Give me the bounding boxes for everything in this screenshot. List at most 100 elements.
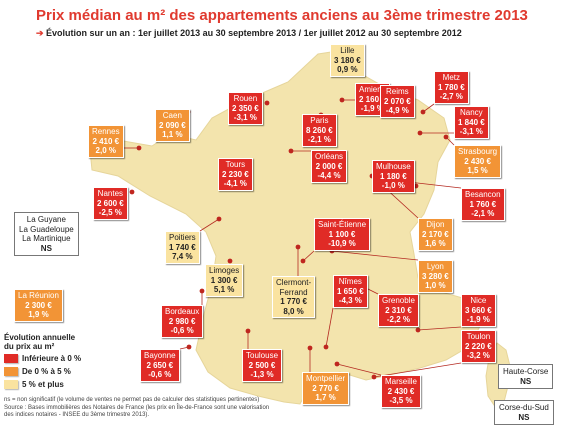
leader-line-metz <box>422 103 435 113</box>
city-change: 1,7 % <box>315 393 336 402</box>
leader-line-marseille <box>336 363 382 376</box>
legend: Évolution annuelle du prix au m² Inférie… <box>4 333 81 390</box>
city-label-reunion: La Réunion 2 300 €1,9 % <box>14 289 63 322</box>
leader-line-strasbourg <box>445 136 455 146</box>
city-label-paris: Paris 8 260 € -2,1 % <box>302 114 337 147</box>
city-label-dijon: Dijon 2 170 €1,6 % <box>418 218 453 251</box>
legend-label-red: Inférieure à 0 % <box>22 354 82 363</box>
city-label-nimes: Nîmes 1 650 € -4,3 % <box>333 275 368 308</box>
city-price: 2 770 € <box>312 383 339 393</box>
city-price: 2 410 € <box>92 136 120 146</box>
legend-item-yellow: 5 % et plus <box>4 379 81 390</box>
city-price: 3 280 € <box>422 271 449 281</box>
leader-line-lyon <box>331 250 419 261</box>
city-name: Nîmes <box>338 277 362 286</box>
city-price: 2 650 € <box>146 360 174 370</box>
city-change: -0,6 % <box>148 370 172 379</box>
city-label-tours: Tours 2 230 € -4,1 % <box>218 158 253 191</box>
city-name: Dijon <box>426 220 445 229</box>
city-change: 1,1 % <box>162 130 183 139</box>
city-price: 2 350 € <box>232 103 259 113</box>
footnote-ns: ns = non significatif (le volume de vent… <box>4 397 260 403</box>
leader-line-saintetienne <box>302 250 315 262</box>
city-price: 2 000 € <box>315 161 343 171</box>
city-name: La Réunion <box>18 291 59 300</box>
city-name: Orléans <box>315 152 344 161</box>
city-name: Grenoble <box>382 296 415 305</box>
city-name: Toulouse <box>246 351 279 360</box>
city-change: -2,5 % <box>98 208 122 217</box>
legend-swatch-yellow <box>4 380 18 389</box>
city-name: Paris <box>310 116 329 125</box>
overseas-line3: La Martinique <box>22 234 71 243</box>
city-label-toulouse: Toulouse 2 500 € -1,3 % <box>242 349 283 382</box>
city-name: Strasbourg <box>458 147 498 156</box>
leader-line-bayonne <box>179 346 190 350</box>
city-change: -3,1 % <box>459 127 483 136</box>
city-name: Rouen <box>233 94 258 103</box>
leader-line-nice <box>417 326 462 331</box>
city-dot-mulhouse <box>413 183 419 189</box>
legend-title-line1: Évolution annuelle <box>4 333 76 342</box>
footnote-source: Source : Bases immobilières des Notaires… <box>4 404 270 419</box>
city-price: 2 300 € <box>25 300 52 310</box>
city-label-nice: Nice 3 660 € -1,9 % <box>461 294 496 327</box>
leader-line-toulon <box>373 362 462 378</box>
arrow-right-icon: ➔ <box>36 28 47 38</box>
city-price: 3 660 € <box>465 305 492 315</box>
city-label-toulon: Toulon 2 220 € -3,2 % <box>461 330 496 363</box>
city-change: -3,5 % <box>389 396 413 405</box>
city-name: Limoges <box>209 266 240 275</box>
city-change: -2,2 % <box>386 315 411 324</box>
city-change: -2,1 % <box>471 209 495 218</box>
city-label-lille: Lille 3 180 €0,9 % <box>330 44 365 77</box>
haute-corse-box: Haute-Corse NS <box>498 364 554 389</box>
overseas-box: La Guyane La Guadeloupe La Martinique NS <box>14 212 79 256</box>
city-price: 2 500 € <box>248 360 276 370</box>
city-price: 1 740 € <box>169 242 196 252</box>
city-change: 2,0 % <box>95 146 117 155</box>
city-change: -1,3 % <box>250 370 274 379</box>
city-price: 2 090 € <box>159 120 186 130</box>
city-price: 2 430 € <box>464 156 491 166</box>
city-label-orleans: Orléans 2 000 € -4,4 % <box>311 150 348 183</box>
city-price: 2 170 € <box>422 229 449 239</box>
leader-line-poitiers <box>199 218 220 232</box>
city-label-lyon: Lyon 3 280 €1,0 % <box>418 260 453 293</box>
corse-du-sud-name: Corse-du-Sud <box>499 403 549 412</box>
city-label-grenoble: Grenoble 2 310 € -2,2 % <box>378 294 419 327</box>
city-name: Saint-Étienne <box>318 220 367 229</box>
city-price: 1 780 € <box>438 82 465 92</box>
city-label-mulhouse: Mulhouse 1 180 € -1,0 % <box>372 160 415 193</box>
city-label-nantes: Nantes 2 600 € -2,5 % <box>93 187 128 220</box>
city-label-rouen: Rouen 2 350 € -3,1 % <box>228 92 263 125</box>
overseas-line2: La Guadeloupe <box>19 224 74 234</box>
city-name: Nice <box>470 296 487 305</box>
city-price: 3 180 € <box>334 55 361 65</box>
city-change: 8,0 % <box>283 306 304 316</box>
city-label-bayonne: Bayonne 2 650 € -0,6 % <box>140 349 180 382</box>
map-subtitle: ➔ Évolution sur un an : 1er juillet 2013… <box>36 28 462 39</box>
legend-swatch-red <box>4 354 18 363</box>
city-change: -1,9 % <box>360 104 384 113</box>
city-change: -4,3 % <box>338 296 362 305</box>
city-label-montpellier: Montpellier 2 770 €1,7 % <box>302 372 350 405</box>
city-label-saintetienne: Saint-Étienne 1 100 € -10,9 % <box>314 218 371 251</box>
city-change: -2,7 % <box>439 92 463 101</box>
legend-label-orange: De 0 % à 5 % <box>22 367 71 376</box>
legend-item-orange: De 0 % à 5 % <box>4 366 81 377</box>
city-label-rennes: Rennes 2 410 €2,0 % <box>88 125 124 158</box>
city-change: 5,1 % <box>213 285 235 294</box>
city-price: 2 310 € <box>385 305 412 315</box>
city-name: Bayonne <box>144 351 176 360</box>
corse-du-sud-box: Corse-du-Sud NS <box>494 400 554 425</box>
city-dot-rouen <box>264 100 270 106</box>
city-name: Poitiers <box>169 233 196 242</box>
city-price: 8 260 € <box>306 125 333 135</box>
city-change: 1,9 % <box>28 310 49 319</box>
city-name: Clermont- Ferrand <box>276 278 312 297</box>
city-dot-limoges <box>227 258 233 264</box>
city-price: 2 600 € <box>97 198 124 208</box>
city-label-bordeaux: Bordeaux 2 980 € -0,6 % <box>161 305 204 338</box>
city-label-metz: Metz 1 780 € -2,7 % <box>434 71 469 104</box>
